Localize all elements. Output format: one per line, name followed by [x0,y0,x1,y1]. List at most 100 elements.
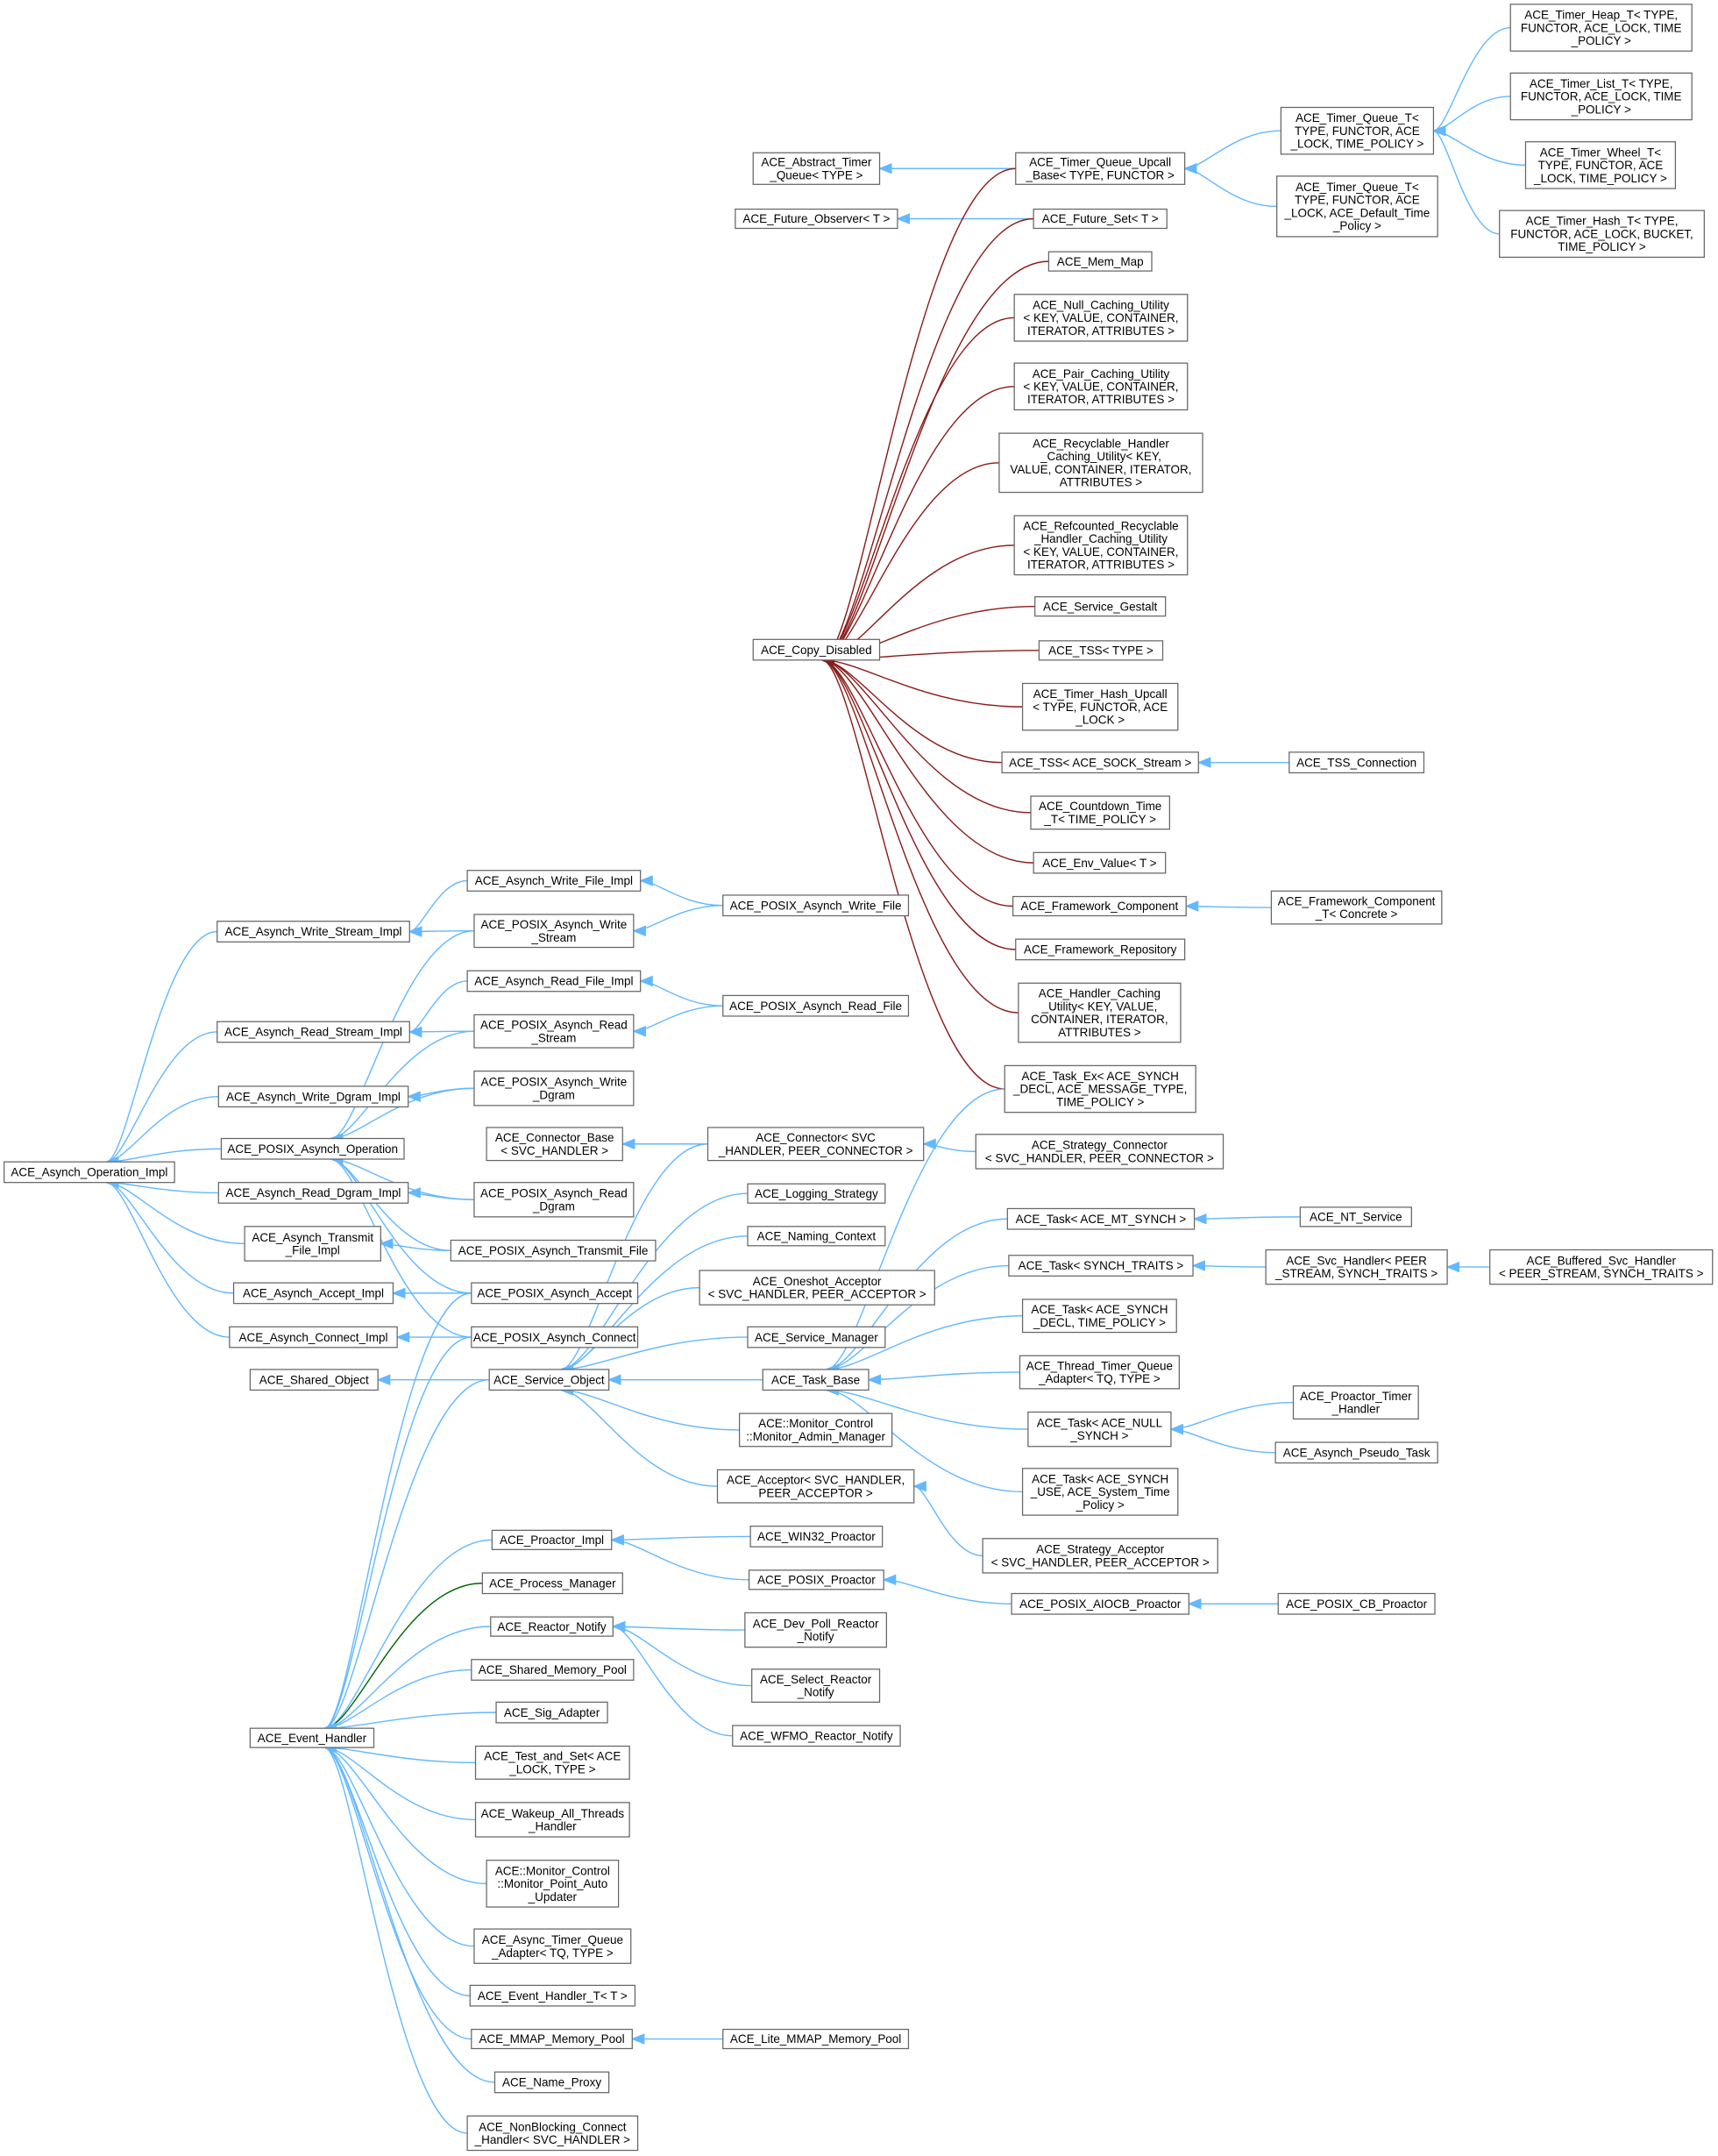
class-node-ace-wfmo-reactor-notify[interactable]: ACE_WFMO_Reactor_Notify [732,1725,901,1747]
class-node-ace-task-ace-synch-use-ace-system-time-policy[interactable]: ACE_Task< ACE_SYNCH_USE, ACE_System_Time… [1021,1468,1179,1516]
class-node-ace-pair-caching-utility-key-value-container-iterator-attributes[interactable]: ACE_Pair_Caching_Utility< KEY, VALUE, CO… [1013,362,1189,411]
class-node-ace-posix-aiocb-proactor[interactable]: ACE_POSIX_AIOCB_Proactor [1011,1592,1189,1615]
class-node-ace-task-ex-ace-synch-decl-ace-message-type-time-policy[interactable]: ACE_Task_Ex< ACE_SYNCH_DECL, ACE_MESSAGE… [1004,1064,1196,1114]
class-node-ace-win32-proactor[interactable]: ACE_WIN32_Proactor [749,1526,884,1548]
class-node-ace-posix-asynch-write-file[interactable]: ACE_POSIX_Asynch_Write_File [722,894,910,917]
class-node-ace-refcounted-recyclable-handler-caching-utility-key-value-container-iterator-attributes[interactable]: ACE_Refcounted_Recyclable_Handler_Cachin… [1013,515,1189,576]
class-node-ace-monitor-control-monitor-admin-manager[interactable]: ACE::Monitor_Control::Monitor_Admin_Mana… [738,1412,893,1448]
class-node-ace-connector-svc-handler-peer-connector[interactable]: ACE_Connector< SVC_HANDLER, PEER_CONNECT… [706,1127,925,1162]
class-node-ace-select-reactor-notify[interactable]: ACE_Select_Reactor_Notify [751,1669,881,1703]
class-node-ace-tss-type[interactable]: ACE_TSS< TYPE > [1038,640,1164,661]
class-node-ace-buffered-svc-handler-peer-stream-synch-traits[interactable]: ACE_Buffered_Svc_Handler< PEER_STREAM, S… [1489,1249,1714,1285]
class-node-ace-handler-caching-utility-key-value-container-iterator-attributes[interactable]: ACE_Handler_Caching_Utility< KEY, VALUE,… [1018,982,1182,1043]
class-node-ace-task-base[interactable]: ACE_Task_Base [762,1369,870,1391]
class-node-ace-shared-memory-pool[interactable]: ACE_Shared_Memory_Pool [471,1659,635,1681]
class-node-label: ACE_Process_Manager [489,1576,616,1590]
class-node-ace-reactor-notify[interactable]: ACE_Reactor_Notify [490,1616,614,1637]
class-node-ace-posix-asynch-read-file[interactable]: ACE_POSIX_Asynch_Read_File [722,994,910,1017]
class-node-ace-posix-asynch-read-dgram[interactable]: ACE_POSIX_Asynch_Read_Dgram [473,1182,635,1218]
class-node-ace-monitor-control-monitor-point-auto-updater[interactable]: ACE::Monitor_Control::Monitor_Point_Auto… [486,1860,620,1908]
class-node-ace-timer-queue-t-type-functor-ace-lock-ace-default-time-policy[interactable]: ACE_Timer_Queue_T<TYPE, FUNCTOR, ACE_LOC… [1276,175,1438,238]
class-node-box [1033,208,1168,230]
class-node-ace-asynch-pseudo-task[interactable]: ACE_Asynch_Pseudo_Task [1274,1441,1438,1464]
class-node-ace-future-observer-t[interactable]: ACE_Future_Observer< T > [735,208,898,230]
class-node-ace-future-set-t[interactable]: ACE_Future_Set< T > [1033,208,1168,230]
class-node-ace-timer-wheel-t-type-functor-ace-lock-time-policy[interactable]: ACE_Timer_Wheel_T<TYPE, FUNCTOR, ACE_LOC… [1524,141,1677,189]
class-node-ace-posix-asynch-transmit-file[interactable]: ACE_POSIX_Asynch_Transmit_File [450,1239,657,1262]
class-node-ace-posix-asynch-operation[interactable]: ACE_POSIX_Asynch_Operation [220,1137,405,1160]
class-node-ace-thread-timer-queue-adapter-tq-type[interactable]: ACE_Thread_Timer_Queue_Adapter< TQ, TYPE… [1019,1355,1180,1390]
class-node-ace-dev-poll-reactor-notify[interactable]: ACE_Dev_Poll_Reactor_Notify [744,1612,887,1648]
class-node-ace-task-ace-mt-synch[interactable]: ACE_Task< ACE_MT_SYNCH > [1006,1207,1196,1230]
class-node-ace-timer-hash-upcall-type-functor-ace-lock[interactable]: ACE_Timer_Hash_Upcall< TYPE, FUNCTOR, AC… [1021,682,1179,731]
class-node-ace-event-handler-t-t[interactable]: ACE_Event_Handler_T< T > [469,1984,636,2007]
class-node-ace-timer-queue-t-type-functor-ace-lock-time-policy[interactable]: ACE_Timer_Queue_T<TYPE, FUNCTOR, ACE_LOC… [1280,106,1435,155]
class-node-ace-posix-proactor[interactable]: ACE_POSIX_Proactor [748,1569,884,1590]
class-node-ace-task-synch-traits[interactable]: ACE_Task< SYNCH_TRAITS > [1008,1255,1194,1277]
class-node-ace-mem-map[interactable]: ACE_Mem_Map [1047,251,1153,272]
class-node-ace-copy-disabled[interactable]: ACE_Copy_Disabled [752,638,881,661]
class-node-ace-asynch-accept-impl[interactable]: ACE_Asynch_Accept_Impl [232,1282,394,1305]
inheritance-edge-posixpro-to-proimpl [610,1534,749,1581]
class-node-ace-service-object[interactable]: ACE_Service_Object [488,1369,610,1391]
class-node-ace-asynch-read-stream-impl[interactable]: ACE_Asynch_Read_Stream_Impl [217,1021,410,1043]
class-node-ace-framework-component-t-concrete[interactable]: ACE_Framework_Component_T< Concrete > [1270,890,1443,925]
class-node-ace-nonblocking-connect-handler-svc-handler[interactable]: ACE_NonBlocking_Connect_Handler< SVC_HAN… [466,2115,639,2152]
class-node-ace-test-and-set-ace-lock-type[interactable]: ACE_Test_and_Set< ACE_LOCK, TYPE > [474,1745,630,1780]
class-node-ace-framework-repository[interactable]: ACE_Framework_Repository [1015,938,1186,961]
class-node-ace-proactor-timer-handler[interactable]: ACE_Proactor_Timer_Handler [1292,1385,1419,1420]
class-node-ace-name-proxy[interactable]: ACE_Name_Proxy [493,2071,610,2094]
class-node-ace-lite-mmap-memory-pool[interactable]: ACE_Lite_MMAP_Memory_Pool [722,2028,910,2050]
class-node-ace-asynch-write-stream-impl[interactable]: ACE_Asynch_Write_Stream_Impl [217,921,410,943]
class-node-ace-svc-handler-peer-stream-synch-traits[interactable]: ACE_Svc_Handler< PEER_STREAM, SYNCH_TRAI… [1265,1249,1448,1285]
class-node-ace-posix-asynch-write-dgram[interactable]: ACE_POSIX_Asynch_Write_Dgram [473,1071,635,1106]
class-node-ace-service-gestalt[interactable]: ACE_Service_Gestalt [1034,596,1167,617]
class-node-box [1509,72,1693,121]
class-node-ace-posix-cb-proactor[interactable]: ACE_POSIX_CB_Proactor [1277,1592,1436,1615]
class-node-ace-posix-asynch-write-stream[interactable]: ACE_POSIX_Asynch_Write_Stream [473,914,635,949]
class-node-ace-timer-hash-t-type-functor-ace-lock-bucket-time-policy[interactable]: ACE_Timer_Hash_T< TYPE,FUNCTOR, ACE_LOCK… [1499,210,1705,259]
class-node-ace-asynch-read-dgram-impl[interactable]: ACE_Asynch_Read_Dgram_Impl [217,1182,409,1204]
class-node-ace-service-manager[interactable]: ACE_Service_Manager [747,1326,886,1348]
class-node-ace-naming-context[interactable]: ACE_Naming_Context [747,1226,886,1247]
class-node-ace-wakeup-all-threads-handler[interactable]: ACE_Wakeup_All_Threads_Handler [474,1802,630,1838]
class-node-ace-nt-service[interactable]: ACE_NT_Service [1299,1206,1412,1227]
class-node-ace-env-value-t[interactable]: ACE_Env_Value< T > [1033,851,1167,874]
class-node-ace-timer-list-t-type-functor-ace-lock-time-policy[interactable]: ACE_Timer_List_T< TYPE,FUNCTOR, ACE_LOCK… [1509,72,1693,121]
class-node-ace-connector-base-svc-handler[interactable]: ACE_Connector_Base< SVC_HANDLER > [486,1127,623,1162]
class-node-ace-asynch-operation-impl[interactable]: ACE_Asynch_Operation_Impl [4,1161,175,1184]
class-node-ace-logging-strategy[interactable]: ACE_Logging_Strategy [747,1183,886,1204]
class-node-ace-posix-asynch-read-stream[interactable]: ACE_POSIX_Asynch_Read_Stream [473,1014,635,1049]
class-node-ace-posix-asynch-connect[interactable]: ACE_POSIX_Asynch_Connect [471,1326,639,1348]
class-node-ace-strategy-connector-svc-handler-peer-connector[interactable]: ACE_Strategy_Connector< SVC_HANDLER, PEE… [975,1134,1225,1170]
class-node-ace-proactor-impl[interactable]: ACE_Proactor_Impl [491,1529,613,1550]
class-node-ace-asynch-read-file-impl[interactable]: ACE_Asynch_Read_File_Impl [466,970,642,993]
class-node-ace-tss-ace-sock-stream[interactable]: ACE_TSS< ACE_SOCK_Stream > [1001,751,1199,774]
class-node-ace-timer-heap-t-type-functor-ace-lock-time-policy[interactable]: ACE_Timer_Heap_T< TYPE,FUNCTOR, ACE_LOCK… [1509,4,1693,52]
class-node-ace-null-caching-utility-key-value-container-iterator-attributes[interactable]: ACE_Null_Caching_Utility< KEY, VALUE, CO… [1013,294,1189,342]
class-node-ace-acceptor-svc-handler-peer-acceptor[interactable]: ACE_Acceptor< SVC_HANDLER,PEER_ACCEPTOR … [716,1469,915,1504]
class-node-ace-process-manager[interactable]: ACE_Process_Manager [481,1572,623,1595]
class-node-ace-shared-object[interactable]: ACE_Shared_Object [249,1369,379,1391]
class-node-ace-oneshot-acceptor-svc-handler-peer-acceptor[interactable]: ACE_Oneshot_Acceptor< SVC_HANDLER, PEER_… [699,1270,935,1306]
class-node-ace-task-ace-null-synch[interactable]: ACE_Task< ACE_NULL_SYNCH > [1027,1411,1172,1448]
class-node-ace-abstract-timer-queue-type[interactable]: ACE_Abstract_Timer_Queue< TYPE > [752,152,881,185]
class-node-ace-countdown-time-t-time-policy[interactable]: ACE_Countdown_Time_T< TIME_POLICY > [1030,795,1170,830]
class-node-ace-posix-asynch-accept[interactable]: ACE_POSIX_Asynch_Accept [471,1282,639,1305]
class-node-ace-asynch-write-dgram-impl[interactable]: ACE_Asynch_Write_Dgram_Impl [217,1085,409,1108]
class-node-ace-asynch-write-file-impl[interactable]: ACE_Asynch_Write_File_Impl [466,870,642,892]
class-node-ace-timer-queue-upcall-base-type-functor[interactable]: ACE_Timer_Queue_Upcall_Base< TYPE, FUNCT… [1015,152,1186,185]
class-node-ace-recyclable-handler-caching-utility-key-value-container-iterator-attributes[interactable]: ACE_Recyclable_Handler_Caching_Utility< … [998,432,1203,494]
class-node-ace-asynch-transmit-file-impl[interactable]: ACE_Asynch_Transmit_File_Impl [244,1226,381,1262]
class-node-ace-framework-component[interactable]: ACE_Framework_Component [1012,895,1187,917]
class-node-box [1018,982,1182,1043]
class-node-ace-async-timer-queue-adapter-tq-type[interactable]: ACE_Async_Timer_Queue_Adapter< TQ, TYPE … [473,1928,632,1964]
class-node-ace-asynch-connect-impl[interactable]: ACE_Asynch_Connect_Impl [229,1326,398,1348]
class-node-ace-task-ace-synch-decl-time-policy[interactable]: ACE_Task< ACE_SYNCH_DECL, TIME_POLICY > [1021,1299,1177,1334]
class-node-ace-sig-adapter[interactable]: ACE_Sig_Adapter [495,1701,608,1724]
class-node-ace-mmap-memory-pool[interactable]: ACE_MMAP_Memory_Pool [471,2028,633,2050]
class-node-box [473,1928,632,1964]
class-node-ace-tss-connection[interactable]: ACE_TSS_Connection [1288,751,1425,774]
class-node-ace-event-handler[interactable]: ACE_Event_Handler [249,1727,375,1748]
class-node-ace-strategy-acceptor-svc-handler-peer-acceptor[interactable]: ACE_Strategy_Acceptor< SVC_HANDLER, PEER… [982,1538,1218,1574]
